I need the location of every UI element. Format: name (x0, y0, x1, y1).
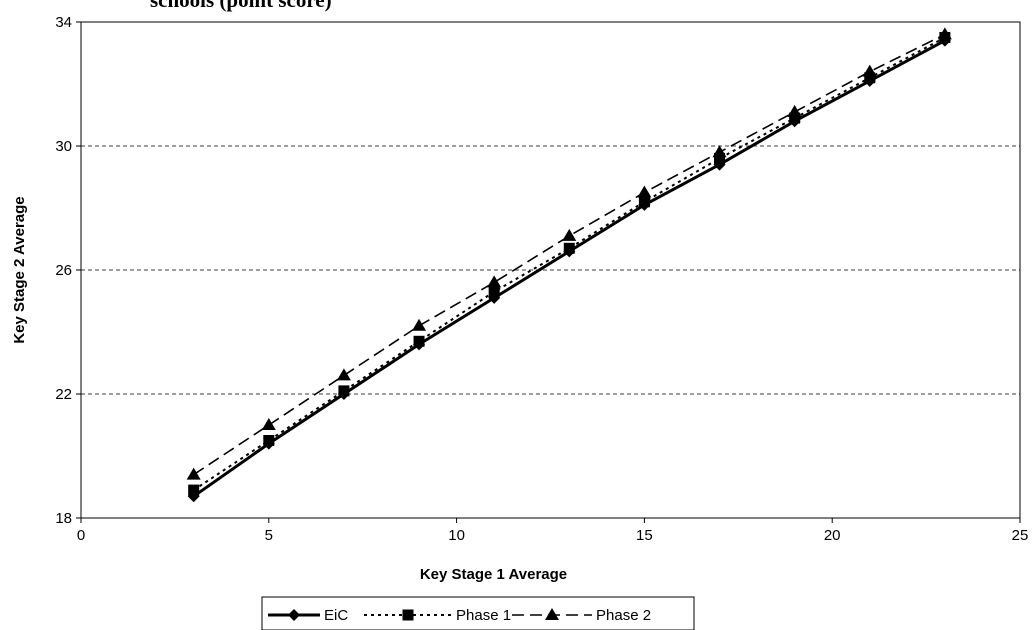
chart-title: schools (point score) (150, 0, 332, 12)
legend-item: Phase 2 (512, 607, 651, 624)
legend-item: Phase 1 (364, 607, 511, 624)
data-point (937, 27, 952, 40)
legend-marker (545, 608, 559, 620)
legend-label: Phase 1 (456, 607, 511, 624)
data-point (338, 385, 350, 397)
x-axis-title: Key Stage 1 Average (420, 566, 567, 583)
y-tick-label: 26 (55, 262, 72, 279)
series-phase-2 (186, 27, 952, 480)
axis-ticks: 18 22 26 30 34 0 5 10 15 20 25 (55, 14, 1028, 544)
y-tick-label: 34 (55, 14, 72, 31)
x-tick-label: 25 (1012, 527, 1029, 544)
legend-label: EiC (324, 607, 348, 624)
gridlines (81, 145, 1020, 395)
x-tick-label: 10 (448, 527, 465, 544)
y-tick-label: 22 (55, 386, 72, 403)
legend-label: Phase 2 (596, 607, 651, 624)
data-point (714, 152, 726, 164)
data-point (563, 242, 575, 254)
data-point (413, 335, 425, 347)
data-point (488, 286, 500, 298)
x-tick-label: 20 (824, 527, 841, 544)
data-point (336, 368, 351, 381)
legend-box (261, 596, 695, 630)
x-tick-label: 0 (77, 527, 85, 544)
data-point (562, 228, 577, 241)
data-point (789, 112, 801, 124)
data-point (412, 318, 427, 331)
data-point (261, 418, 276, 430)
data-point (637, 185, 652, 198)
series-line (193, 33, 946, 476)
x-tick-label: 15 (636, 527, 653, 544)
data-point (263, 435, 275, 446)
series-phase-1 (188, 32, 951, 496)
series-layer (186, 27, 952, 503)
data-point (638, 196, 650, 208)
data-point (712, 145, 727, 158)
legend-item: EiC (268, 607, 348, 624)
legend-marker (288, 609, 300, 621)
legend-marker (402, 609, 414, 621)
y-axis-title: Key Stage 2 Average (11, 196, 28, 343)
data-point (862, 64, 877, 77)
legend: EiC Phase 1 Phase 2 (261, 596, 695, 630)
y-tick-label: 30 (55, 138, 72, 155)
series-eic (187, 34, 951, 503)
y-tick-label: 18 (55, 510, 72, 527)
data-point (787, 104, 802, 117)
series-line (193, 36, 946, 491)
data-point (864, 72, 876, 84)
x-tick-label: 5 (265, 527, 273, 544)
data-point (487, 275, 502, 288)
series-line (192, 39, 946, 498)
data-point (188, 484, 200, 496)
data-point (186, 467, 201, 480)
